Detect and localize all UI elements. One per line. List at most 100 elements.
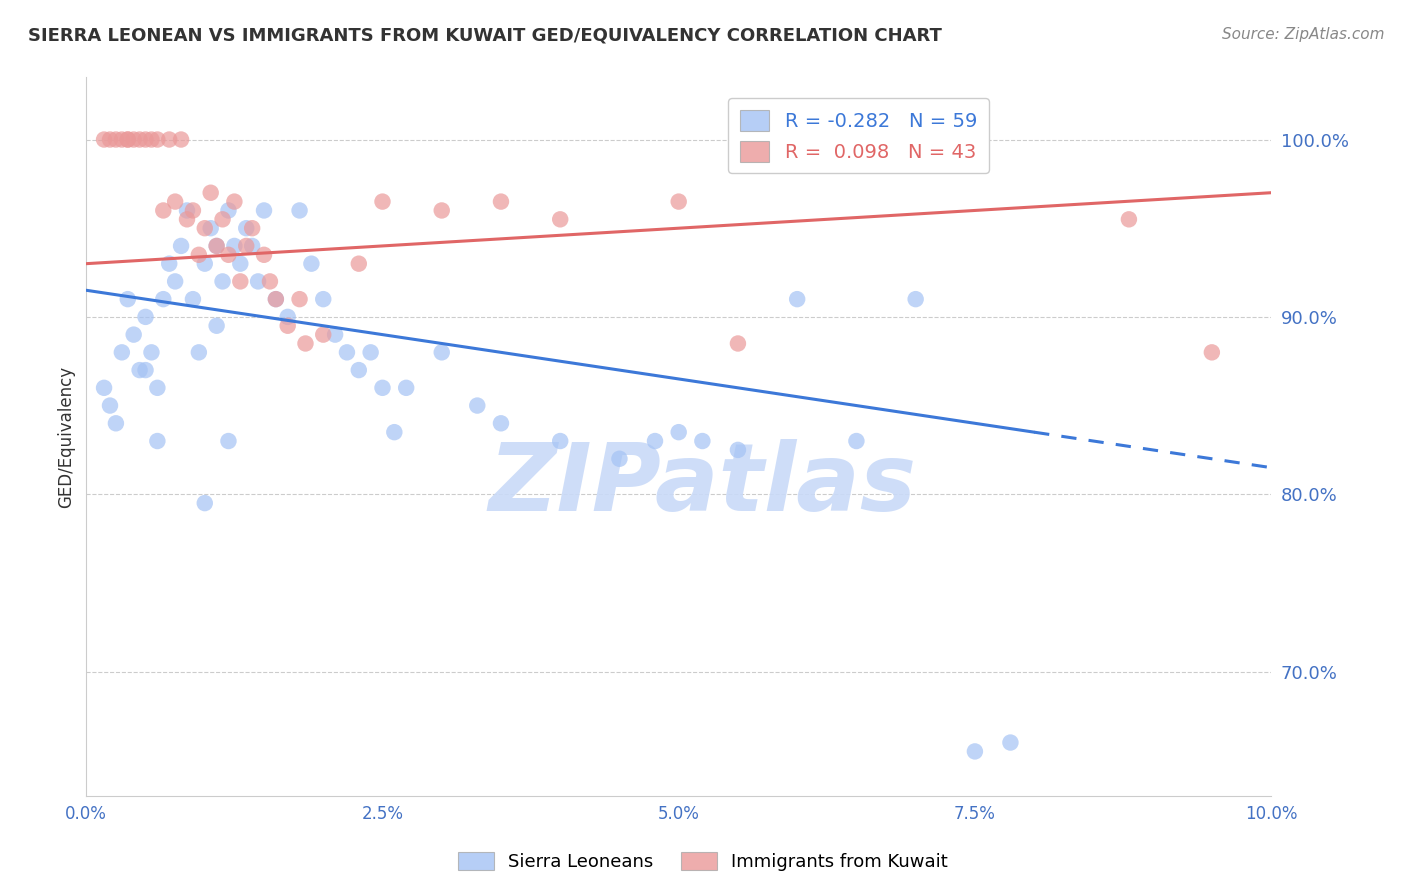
Point xyxy=(312,292,335,306)
Point xyxy=(259,274,281,288)
Point xyxy=(371,194,394,209)
Point xyxy=(336,345,359,359)
Point xyxy=(93,381,115,395)
Point xyxy=(609,451,631,466)
Point xyxy=(111,345,134,359)
Point xyxy=(323,327,346,342)
Point xyxy=(668,425,690,439)
Point xyxy=(299,257,322,271)
Point xyxy=(253,203,276,218)
Point xyxy=(98,132,121,146)
Point xyxy=(111,132,134,146)
Point xyxy=(240,239,263,253)
Point xyxy=(117,132,139,146)
Point xyxy=(548,434,571,448)
Point xyxy=(128,132,150,146)
Point xyxy=(235,239,257,253)
Point xyxy=(727,442,749,457)
Point xyxy=(146,381,169,395)
Point xyxy=(141,132,163,146)
Point xyxy=(264,292,287,306)
Point xyxy=(135,363,157,377)
Point xyxy=(135,310,157,324)
Point xyxy=(181,203,204,218)
Point xyxy=(104,132,127,146)
Point xyxy=(277,310,299,324)
Point xyxy=(165,194,187,209)
Point xyxy=(152,203,174,218)
Point xyxy=(205,239,228,253)
Legend: Sierra Leoneans, Immigrants from Kuwait: Sierra Leoneans, Immigrants from Kuwait xyxy=(451,845,955,879)
Point xyxy=(93,132,115,146)
Point xyxy=(211,274,233,288)
Point xyxy=(187,345,209,359)
Point xyxy=(253,248,276,262)
Legend: R = -0.282   N = 59, R =  0.098   N = 43: R = -0.282 N = 59, R = 0.098 N = 43 xyxy=(728,98,988,173)
Point xyxy=(229,257,252,271)
Point xyxy=(217,248,239,262)
Point xyxy=(294,336,316,351)
Point xyxy=(229,274,252,288)
Point xyxy=(146,132,169,146)
Point xyxy=(98,399,121,413)
Point xyxy=(181,292,204,306)
Point xyxy=(845,434,868,448)
Point xyxy=(187,248,209,262)
Point xyxy=(904,292,927,306)
Point xyxy=(170,132,193,146)
Point xyxy=(1000,735,1022,749)
Point xyxy=(146,434,169,448)
Point xyxy=(371,381,394,395)
Point xyxy=(211,212,233,227)
Point xyxy=(135,132,157,146)
Point xyxy=(489,194,512,209)
Point xyxy=(224,239,246,253)
Point xyxy=(122,132,145,146)
Point xyxy=(347,363,370,377)
Point xyxy=(200,186,222,200)
Point xyxy=(1118,212,1140,227)
Point xyxy=(217,203,239,218)
Point xyxy=(141,345,163,359)
Point xyxy=(194,496,217,510)
Point xyxy=(117,132,139,146)
Point xyxy=(205,318,228,333)
Point xyxy=(395,381,418,395)
Point xyxy=(200,221,222,235)
Text: SIERRA LEONEAN VS IMMIGRANTS FROM KUWAIT GED/EQUIVALENCY CORRELATION CHART: SIERRA LEONEAN VS IMMIGRANTS FROM KUWAIT… xyxy=(28,27,942,45)
Point xyxy=(157,132,180,146)
Text: Source: ZipAtlas.com: Source: ZipAtlas.com xyxy=(1222,27,1385,42)
Point xyxy=(176,212,198,227)
Point xyxy=(312,327,335,342)
Point xyxy=(1201,345,1223,359)
Point xyxy=(786,292,808,306)
Point xyxy=(382,425,405,439)
Point xyxy=(224,194,246,209)
Point xyxy=(644,434,666,448)
Text: ZIPatlas: ZIPatlas xyxy=(488,440,917,532)
Point xyxy=(360,345,382,359)
Point xyxy=(128,363,150,377)
Point xyxy=(122,327,145,342)
Point xyxy=(165,274,187,288)
Point xyxy=(194,257,217,271)
Point xyxy=(235,221,257,235)
Point xyxy=(288,292,311,306)
Point xyxy=(247,274,270,288)
Point xyxy=(194,221,217,235)
Y-axis label: GED/Equivalency: GED/Equivalency xyxy=(58,366,75,508)
Point xyxy=(277,318,299,333)
Point xyxy=(152,292,174,306)
Point xyxy=(668,194,690,209)
Point xyxy=(264,292,287,306)
Point xyxy=(692,434,714,448)
Point xyxy=(489,417,512,431)
Point xyxy=(727,336,749,351)
Point xyxy=(176,203,198,218)
Point xyxy=(217,434,239,448)
Point xyxy=(430,345,453,359)
Point xyxy=(170,239,193,253)
Point xyxy=(288,203,311,218)
Point xyxy=(548,212,571,227)
Point xyxy=(117,292,139,306)
